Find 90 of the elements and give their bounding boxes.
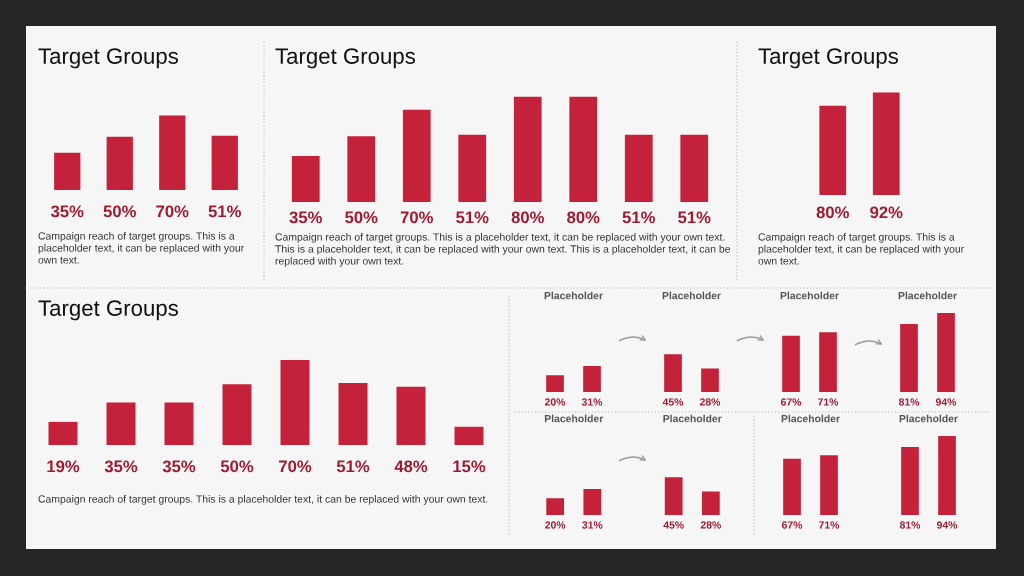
bar — [782, 335, 800, 392]
bar — [680, 134, 709, 202]
bar — [937, 312, 955, 392]
bar — [513, 96, 542, 202]
data-label: 94% — [936, 521, 958, 529]
data-label: 45% — [662, 398, 684, 406]
x-tick-label: Placeholder — [544, 291, 603, 300]
x-tick-label: Placeholder — [780, 291, 839, 300]
chart-title: Target Groups — [38, 48, 178, 69]
data-label: 35% — [289, 211, 322, 224]
text: Campaign reach of target groups. This is a placeholder text, it can be replaced with your own text. — [38, 232, 244, 264]
bar — [546, 498, 565, 515]
x-tick-label: Placeholder — [544, 414, 604, 423]
data-label: 70% — [400, 211, 433, 224]
bar — [664, 477, 683, 515]
data-label: 71% — [818, 398, 839, 406]
x-tick-label: Placeholder — [663, 414, 722, 423]
data-label: 80% — [511, 211, 544, 224]
bar — [48, 421, 78, 445]
data-label: 50% — [103, 205, 136, 218]
data-label: 45% — [663, 521, 684, 529]
data-label: 51% — [622, 211, 655, 224]
bar — [458, 134, 487, 202]
data-label: 51% — [456, 211, 489, 224]
bar — [900, 323, 918, 392]
data-label: 35% — [162, 460, 196, 473]
data-label: 80% — [816, 206, 849, 219]
data-label: 31% — [582, 521, 603, 529]
data-label: 15% — [453, 460, 486, 473]
data-label: 94% — [935, 398, 957, 406]
data-label: 80% — [567, 211, 600, 224]
data-label: 19% — [47, 460, 80, 473]
bar — [569, 96, 598, 202]
bar — [583, 488, 602, 515]
bar — [402, 109, 431, 202]
data-label: 92% — [870, 206, 903, 219]
text: Campaign reach of target groups. This is a placeholder text, it can be replaced with your own text. — [758, 233, 964, 265]
bar — [901, 446, 919, 515]
bar — [454, 426, 484, 445]
data-label: 51% — [678, 211, 711, 224]
bar — [820, 455, 838, 515]
bar — [164, 402, 194, 445]
bar — [938, 435, 956, 515]
bar — [783, 458, 801, 515]
x-tick-label: Placeholder — [899, 414, 958, 423]
x-tick-label: Placeholder — [662, 291, 721, 300]
data-label: 67% — [781, 521, 803, 529]
bar — [664, 354, 682, 392]
data-label: 81% — [898, 398, 920, 406]
text: Campaign reach of target groups. This is a placeholder text, it can be replaced with your own text. This is a placeholder text, it can be replaced with your own text. This is a placeholder text, it can be replaced with your own text. — [275, 233, 731, 267]
data-label: 71% — [819, 521, 840, 529]
data-label: 35% — [50, 205, 84, 218]
data-label: 20% — [544, 398, 566, 406]
chart-title: Target Groups — [38, 300, 178, 321]
x-tick-label: Placeholder — [898, 291, 957, 300]
text: Campaign reach of target groups. This is a placeholder text, it can be replaced with your own text. — [38, 495, 488, 505]
chart-title: Target Groups — [275, 48, 415, 69]
chart-title: Target Groups — [758, 48, 898, 69]
data-label: 51% — [336, 460, 370, 473]
bar — [546, 375, 564, 392]
bar — [396, 386, 426, 445]
bar — [211, 135, 238, 190]
bar — [624, 134, 653, 202]
data-label: 20% — [545, 521, 566, 529]
data-label: 28% — [700, 521, 721, 529]
bar — [583, 365, 601, 392]
data-label: 31% — [581, 398, 603, 406]
data-label: 81% — [899, 521, 921, 529]
data-label: 50% — [220, 460, 254, 473]
data-label: 70% — [279, 460, 312, 473]
data-label: 70% — [156, 205, 189, 218]
bar — [819, 332, 837, 392]
bar — [338, 382, 368, 445]
bar — [291, 155, 320, 202]
bar — [222, 384, 252, 445]
bar — [106, 402, 136, 445]
bar — [701, 368, 719, 392]
x-tick-label: Placeholder — [781, 414, 840, 423]
data-label: 67% — [780, 398, 802, 406]
data-label: 50% — [345, 211, 378, 224]
bar — [280, 359, 310, 445]
bar — [106, 136, 133, 190]
bar — [159, 115, 186, 190]
bar — [347, 136, 376, 202]
bar — [54, 152, 81, 190]
data-label: 35% — [104, 460, 138, 473]
data-label: 28% — [699, 398, 721, 406]
bar — [701, 491, 720, 515]
data-label: 51% — [208, 205, 241, 218]
data-label: 48% — [394, 460, 428, 473]
